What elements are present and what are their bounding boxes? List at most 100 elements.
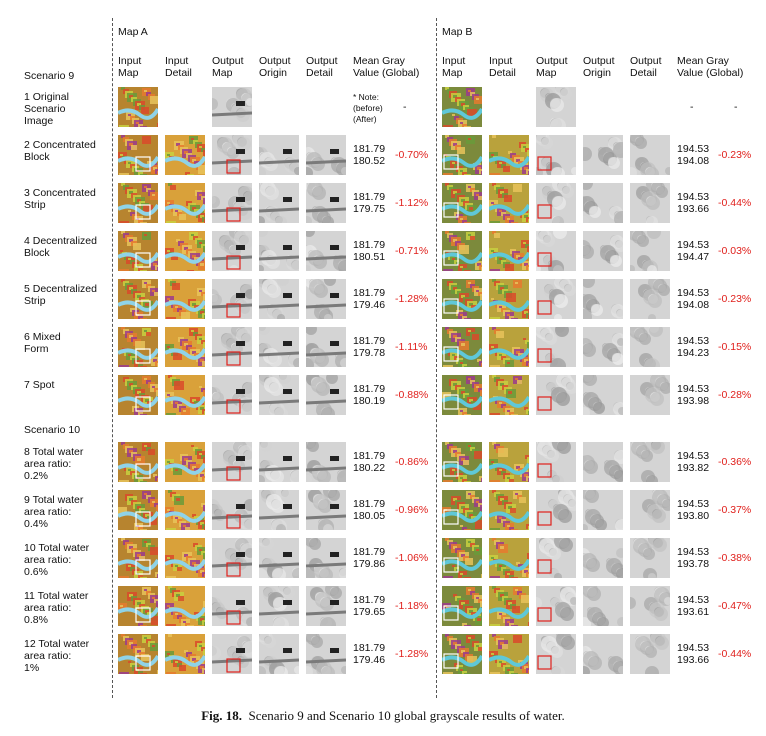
row-3-a-percent-change: -1.12%	[395, 197, 429, 209]
row-6-b-input-map	[442, 327, 482, 367]
caption-fig-number: Fig. 18.	[201, 708, 243, 723]
row-8-b-mean-values: 194.53 193.82	[677, 450, 710, 474]
row-10-b-input-map	[442, 538, 482, 578]
row-10-b-output-map	[536, 538, 576, 578]
row-2-b-percent-change: -0.23%	[718, 149, 752, 161]
row-9-b-percent-change: -0.37%	[718, 504, 752, 516]
row-7-a-output-detail	[306, 375, 346, 415]
row-1-b-input-map	[442, 87, 482, 127]
scenario10-title: Scenario 10	[24, 424, 81, 436]
row-10-a-output-detail	[306, 538, 346, 578]
col-a-mean-gray: Mean Gray Value (Global)	[353, 55, 420, 79]
row-6-b-percent-change: -0.15%	[718, 341, 752, 353]
note-dash-b2: -	[734, 101, 738, 113]
row-8-b-percent-change: -0.36%	[718, 456, 752, 468]
note-text: * Note: (before) (After)	[353, 92, 383, 124]
row-9-a-input-detail	[165, 490, 205, 530]
row-10-a-input-detail	[165, 538, 205, 578]
row-6-b-output-detail	[630, 327, 670, 367]
row-9-a-input-map	[118, 490, 158, 530]
row-2-b-input-detail	[489, 135, 529, 175]
row-4-a-output-map	[212, 231, 252, 271]
row-8-a-output-map	[212, 442, 252, 482]
row-10-label: 10 Total water area ratio: 0.6%	[24, 542, 90, 578]
row-10-b-mean-values: 194.53 193.78	[677, 546, 710, 570]
row-7-a-percent-change: -0.88%	[395, 389, 429, 401]
row-4-a-mean-values: 181.79 180.51	[353, 239, 386, 263]
row-5-b-input-map	[442, 279, 482, 319]
row-2-b-mean-values: 194.53 194.08	[677, 143, 710, 167]
row-5-a-output-origin	[259, 279, 299, 319]
row-5-a-input-map	[118, 279, 158, 319]
row-9-b-output-map	[536, 490, 576, 530]
row-2-b-output-map	[536, 135, 576, 175]
row-7-label: 7 Spot	[24, 379, 55, 391]
row-11-a-input-detail	[165, 586, 205, 626]
row-4-label: 4 Decentralized Block	[24, 235, 97, 259]
col-a-output-origin: Output Origin	[259, 55, 291, 79]
caption-text: Scenario 9 and Scenario 10 global graysc…	[248, 708, 565, 723]
row-4-b-output-origin	[583, 231, 623, 271]
row-11-b-input-detail	[489, 586, 529, 626]
row-10-a-mean-values: 181.79 179.86	[353, 546, 386, 570]
row-9-b-input-detail	[489, 490, 529, 530]
row-12-b-output-map	[536, 634, 576, 674]
row-5-b-input-detail	[489, 279, 529, 319]
row-2-b-input-map	[442, 135, 482, 175]
scenario9-title: Scenario 9	[24, 70, 75, 82]
col-a-output-map: Output Map	[212, 55, 244, 79]
row-12-a-mean-values: 181.79 179.46	[353, 642, 386, 666]
row-7-a-input-detail	[165, 375, 205, 415]
row-5-b-percent-change: -0.23%	[718, 293, 752, 305]
col-b-input-map: Input Map	[442, 55, 466, 79]
note-dash-a: -	[403, 101, 407, 113]
col-b-output-map: Output Map	[536, 55, 568, 79]
row-6-label: 6 Mixed Form	[24, 331, 61, 355]
row-12-a-input-map	[118, 634, 158, 674]
row-10-b-output-detail	[630, 538, 670, 578]
row-11-a-output-detail	[306, 586, 346, 626]
separator-map-b	[436, 18, 437, 698]
row-6-a-output-detail	[306, 327, 346, 367]
row-8-a-output-detail	[306, 442, 346, 482]
row-8-a-input-detail	[165, 442, 205, 482]
row-3-a-output-map	[212, 183, 252, 223]
row-8-a-output-origin	[259, 442, 299, 482]
row-3-b-output-detail	[630, 183, 670, 223]
row-12-a-output-map	[212, 634, 252, 674]
row-11-a-output-map	[212, 586, 252, 626]
row-8-b-input-detail	[489, 442, 529, 482]
row-7-b-output-origin	[583, 375, 623, 415]
row-4-b-percent-change: -0.03%	[718, 245, 752, 257]
row-6-a-output-origin	[259, 327, 299, 367]
map-a-title: Map A	[118, 26, 148, 38]
row-12-a-input-detail	[165, 634, 205, 674]
row-4-b-output-detail	[630, 231, 670, 271]
row-6-a-percent-change: -1.11%	[395, 341, 428, 353]
row-11-b-mean-values: 194.53 193.61	[677, 594, 710, 618]
row-7-b-input-map	[442, 375, 482, 415]
row-7-b-output-detail	[630, 375, 670, 415]
row-3-a-output-detail	[306, 183, 346, 223]
row-6-a-mean-values: 181.79 179.78	[353, 335, 386, 359]
row-8-b-output-map	[536, 442, 576, 482]
row-7-b-input-detail	[489, 375, 529, 415]
row-3-b-output-map	[536, 183, 576, 223]
col-a-input-detail: Input Detail	[165, 55, 192, 79]
row-10-b-percent-change: -0.38%	[718, 552, 752, 564]
row-2-a-input-map	[118, 135, 158, 175]
col-b-output-origin: Output Origin	[583, 55, 615, 79]
row-9-b-input-map	[442, 490, 482, 530]
note-dash-b1: -	[690, 101, 694, 113]
row-10-b-output-origin	[583, 538, 623, 578]
row-12-a-output-detail	[306, 634, 346, 674]
map-b-title: Map B	[442, 26, 473, 38]
row-11-label: 11 Total water area ratio: 0.8%	[24, 590, 89, 626]
row-1-a-input-map	[118, 87, 158, 127]
row-4-a-input-detail	[165, 231, 205, 271]
row-10-a-output-origin	[259, 538, 299, 578]
row-12-b-output-origin	[583, 634, 623, 674]
row-10-b-input-detail	[489, 538, 529, 578]
row-11-a-mean-values: 181.79 179.65	[353, 594, 386, 618]
row-7-b-percent-change: -0.28%	[718, 389, 752, 401]
